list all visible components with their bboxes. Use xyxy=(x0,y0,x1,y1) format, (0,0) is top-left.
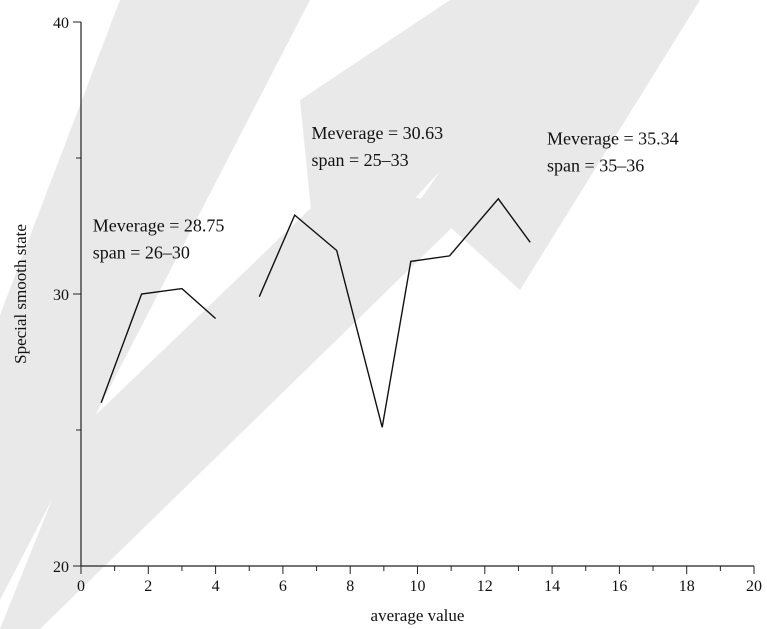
annotation-2-line-2: span = 25–33 xyxy=(312,150,409,170)
x-tick-label: 16 xyxy=(611,578,627,595)
x-tick-label: 20 xyxy=(746,578,762,595)
x-tick-label: 0 xyxy=(77,578,85,595)
annotation-3-line-2: span = 35–36 xyxy=(547,155,644,175)
x-tick-label: 18 xyxy=(679,578,695,595)
series-segment-1 xyxy=(100,287,217,404)
axes: 0 2 4 6 8 10 12 14 16 18 20 20 30 40 xyxy=(53,15,762,595)
annotation-2-line-1: Meverage = 30.63 xyxy=(312,123,444,143)
x-axis-label: average value xyxy=(371,606,465,625)
y-tick-label: 30 xyxy=(53,287,69,304)
series-segment-2 xyxy=(258,197,531,428)
x-tick-label: 6 xyxy=(279,578,287,595)
watermark-band-3 xyxy=(0,180,470,629)
data-series xyxy=(100,197,531,428)
x-tick-label: 14 xyxy=(544,578,560,595)
annotation-3-line-1: Meverage = 35.34 xyxy=(547,128,679,148)
x-tick-label: 10 xyxy=(410,578,426,595)
annotations: Meverage = 28.75 span = 26–30 Meverage = 3… xyxy=(93,123,679,262)
x-tick-label: 2 xyxy=(144,578,152,595)
x-tick-label: 4 xyxy=(212,578,220,595)
annotation-1-line-1: Meverage = 28.75 xyxy=(93,215,225,235)
watermark-band-4 xyxy=(420,0,700,290)
annotation-1-line-2: span = 26–30 xyxy=(93,242,190,262)
x-tick-label: 8 xyxy=(346,578,354,595)
y-tick-label: 40 xyxy=(53,15,69,32)
y-tick-label: 20 xyxy=(53,559,69,576)
retracted-watermark xyxy=(0,0,700,629)
y-axis-label: Special smooth state xyxy=(11,224,30,364)
x-tick-label: 12 xyxy=(477,578,493,595)
